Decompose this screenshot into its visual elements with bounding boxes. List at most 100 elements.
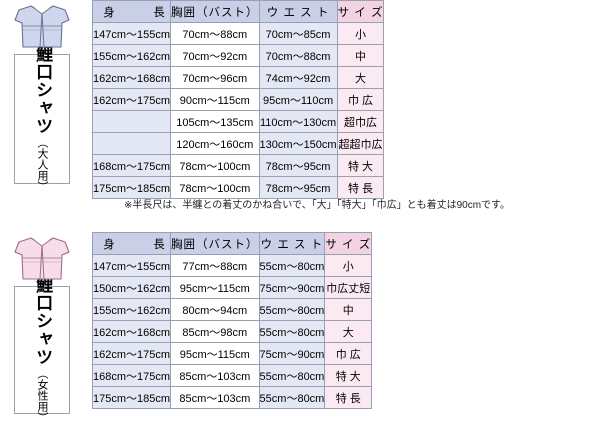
happi-coat-pink-icon (9, 236, 75, 282)
cell-waist: 78cm〜95cm (258, 154, 338, 177)
cell-height (91, 132, 172, 155)
cell-size: 小 (336, 22, 385, 45)
cell-waist: 74cm〜92cm (258, 66, 338, 89)
table-row: 105cm〜135cm 110cm〜130cm 超巾広 (91, 110, 385, 133)
header-size: サ イ ズ (336, 0, 385, 23)
cell-waist: 55cm〜80cm (258, 364, 326, 387)
happi-coat-blue-icon (9, 4, 75, 50)
cell-size: 大 (324, 320, 373, 343)
cell-waist: 55cm〜80cm (258, 254, 326, 277)
cell-bust: 77cm〜88cm (170, 254, 260, 277)
table-row: 168cm〜175cm 85cm〜103cm 55cm〜80cm 特 大 (91, 364, 373, 387)
cell-height: 162cm〜168cm (91, 320, 172, 343)
cell-height: 150cm〜162cm (91, 276, 172, 299)
table-row: 155cm〜162cm 70cm〜92cm 70cm〜88cm 中 (91, 44, 385, 67)
table-header-row: 身 長 胸囲（バスト） ウ エ ス ト サ イ ズ (91, 232, 373, 255)
cell-bust: 70cm〜92cm (170, 44, 260, 67)
table-row: 155cm〜162cm 80cm〜94cm 55cm〜80cm 中 (91, 298, 373, 321)
cell-waist: 70cm〜85cm (258, 22, 338, 45)
header-bust: 胸囲（バスト） (170, 0, 260, 23)
cell-bust: 85cm〜98cm (170, 320, 260, 343)
cell-height: 175cm〜185cm (91, 386, 172, 409)
header-height: 身 長 (91, 0, 172, 23)
table-row: 175cm〜185cm 85cm〜103cm 55cm〜80cm 特 長 (91, 386, 373, 409)
cell-height (91, 110, 172, 133)
cell-size: 特 長 (324, 386, 373, 409)
cell-waist: 110cm〜130cm (258, 110, 338, 133)
table-row: 147cm〜155cm 77cm〜88cm 55cm〜80cm 小 (91, 254, 373, 277)
cell-bust: 70cm〜96cm (170, 66, 260, 89)
adult-note: ※半長尺は、半纏との着丈のかね合いで、「大」「特大」「巾広」とも着丈は90cmで… (124, 200, 511, 211)
cell-bust: 95cm〜115cm (170, 342, 260, 365)
cell-bust: 105cm〜135cm (170, 110, 260, 133)
cell-bust: 78cm〜100cm (170, 176, 260, 199)
cell-height: 155cm〜162cm (91, 298, 172, 321)
cell-height: 168cm〜175cm (91, 364, 172, 387)
cell-height: 175cm〜185cm (91, 176, 172, 199)
cell-waist: 55cm〜80cm (258, 298, 326, 321)
table-row: 147cm〜155cm 70cm〜88cm 70cm〜85cm 小 (91, 22, 385, 45)
cell-size: 特 大 (336, 154, 385, 177)
adult-left-column: 鯉口シャツ （大人用） (0, 0, 88, 192)
cell-waist: 70cm〜88cm (258, 44, 338, 67)
header-waist: ウ エ ス ト (258, 0, 338, 23)
cell-bust: 90cm〜115cm (170, 88, 260, 111)
cell-size: 巾広丈短 (324, 276, 373, 299)
women-table-wrap: 身 長 胸囲（バスト） ウ エ ス ト サ イ ズ 147cm〜155cm 77… (91, 232, 373, 409)
cell-waist: 55cm〜80cm (258, 320, 326, 343)
cell-waist: 75cm〜90cm (258, 342, 326, 365)
cell-bust: 78cm〜100cm (170, 154, 260, 177)
cell-bust: 80cm〜94cm (170, 298, 260, 321)
adult-label-sub: （大人用） (36, 136, 50, 192)
cell-bust: 85cm〜103cm (170, 364, 260, 387)
cell-size: 特 大 (324, 364, 373, 387)
cell-waist: 78cm〜95cm (258, 176, 338, 199)
table-row: 162cm〜168cm 70cm〜96cm 74cm〜92cm 大 (91, 66, 385, 89)
header-height: 身 長 (91, 232, 172, 255)
cell-height: 147cm〜155cm (91, 254, 172, 277)
women-size-table: 身 長 胸囲（バスト） ウ エ ス ト サ イ ズ 147cm〜155cm 77… (91, 232, 373, 409)
cell-size: 特 長 (336, 176, 385, 199)
adult-label-main: 鯉口シャツ (32, 44, 53, 135)
cell-height: 162cm〜175cm (91, 342, 172, 365)
women-left-column: 鯉口シャツ （女性用） (0, 232, 88, 423)
cell-waist: 75cm〜90cm (258, 276, 326, 299)
cell-bust: 95cm〜115cm (170, 276, 260, 299)
women-label-sub: （女性用） (36, 367, 50, 423)
cell-size: 巾 広 (336, 88, 385, 111)
cell-waist: 95cm〜110cm (258, 88, 338, 111)
cell-height: 168cm〜175cm (91, 154, 172, 177)
table-row: 162cm〜175cm 95cm〜115cm 75cm〜90cm 巾 広 (91, 342, 373, 365)
cell-size: 中 (336, 44, 385, 67)
table-row: 168cm〜175cm 78cm〜100cm 78cm〜95cm 特 大 (91, 154, 385, 177)
table-row: 162cm〜168cm 85cm〜98cm 55cm〜80cm 大 (91, 320, 373, 343)
cell-size: 大 (336, 66, 385, 89)
adult-table-wrap: 身 長 胸囲（バスト） ウ エ ス ト サ イ ズ 147cm〜155cm 70… (91, 0, 385, 199)
cell-height: 155cm〜162cm (91, 44, 172, 67)
cell-size: 中 (324, 298, 373, 321)
cell-size: 小 (324, 254, 373, 277)
cell-height: 147cm〜155cm (91, 22, 172, 45)
cell-size: 超巾広 (336, 110, 385, 133)
cell-height: 162cm〜175cm (91, 88, 172, 111)
header-size: サ イ ズ (324, 232, 373, 255)
women-label-main: 鯉口シャツ (32, 275, 53, 366)
cell-waist: 130cm〜150cm (258, 132, 338, 155)
cell-size: 巾 広 (324, 342, 373, 365)
header-waist: ウ エ ス ト (258, 232, 326, 255)
cell-size: 超超巾広 (336, 132, 385, 155)
adult-label-box: 鯉口シャツ （大人用） (14, 45, 70, 192)
table-row: 175cm〜185cm 78cm〜100cm 78cm〜95cm 特 長 (91, 176, 385, 199)
table-header-row: 身 長 胸囲（バスト） ウ エ ス ト サ イ ズ (91, 0, 385, 23)
cell-waist: 55cm〜80cm (258, 386, 326, 409)
table-row: 120cm〜160cm 130cm〜150cm 超超巾広 (91, 132, 385, 155)
table-row: 150cm〜162cm 95cm〜115cm 75cm〜90cm 巾広丈短 (91, 276, 373, 299)
header-bust: 胸囲（バスト） (170, 232, 260, 255)
cell-bust: 85cm〜103cm (170, 386, 260, 409)
cell-height: 162cm〜168cm (91, 66, 172, 89)
adult-size-table: 身 長 胸囲（バスト） ウ エ ス ト サ イ ズ 147cm〜155cm 70… (91, 0, 385, 199)
cell-bust: 70cm〜88cm (170, 22, 260, 45)
women-label-box: 鯉口シャツ （女性用） (14, 276, 70, 423)
cell-bust: 120cm〜160cm (170, 132, 260, 155)
